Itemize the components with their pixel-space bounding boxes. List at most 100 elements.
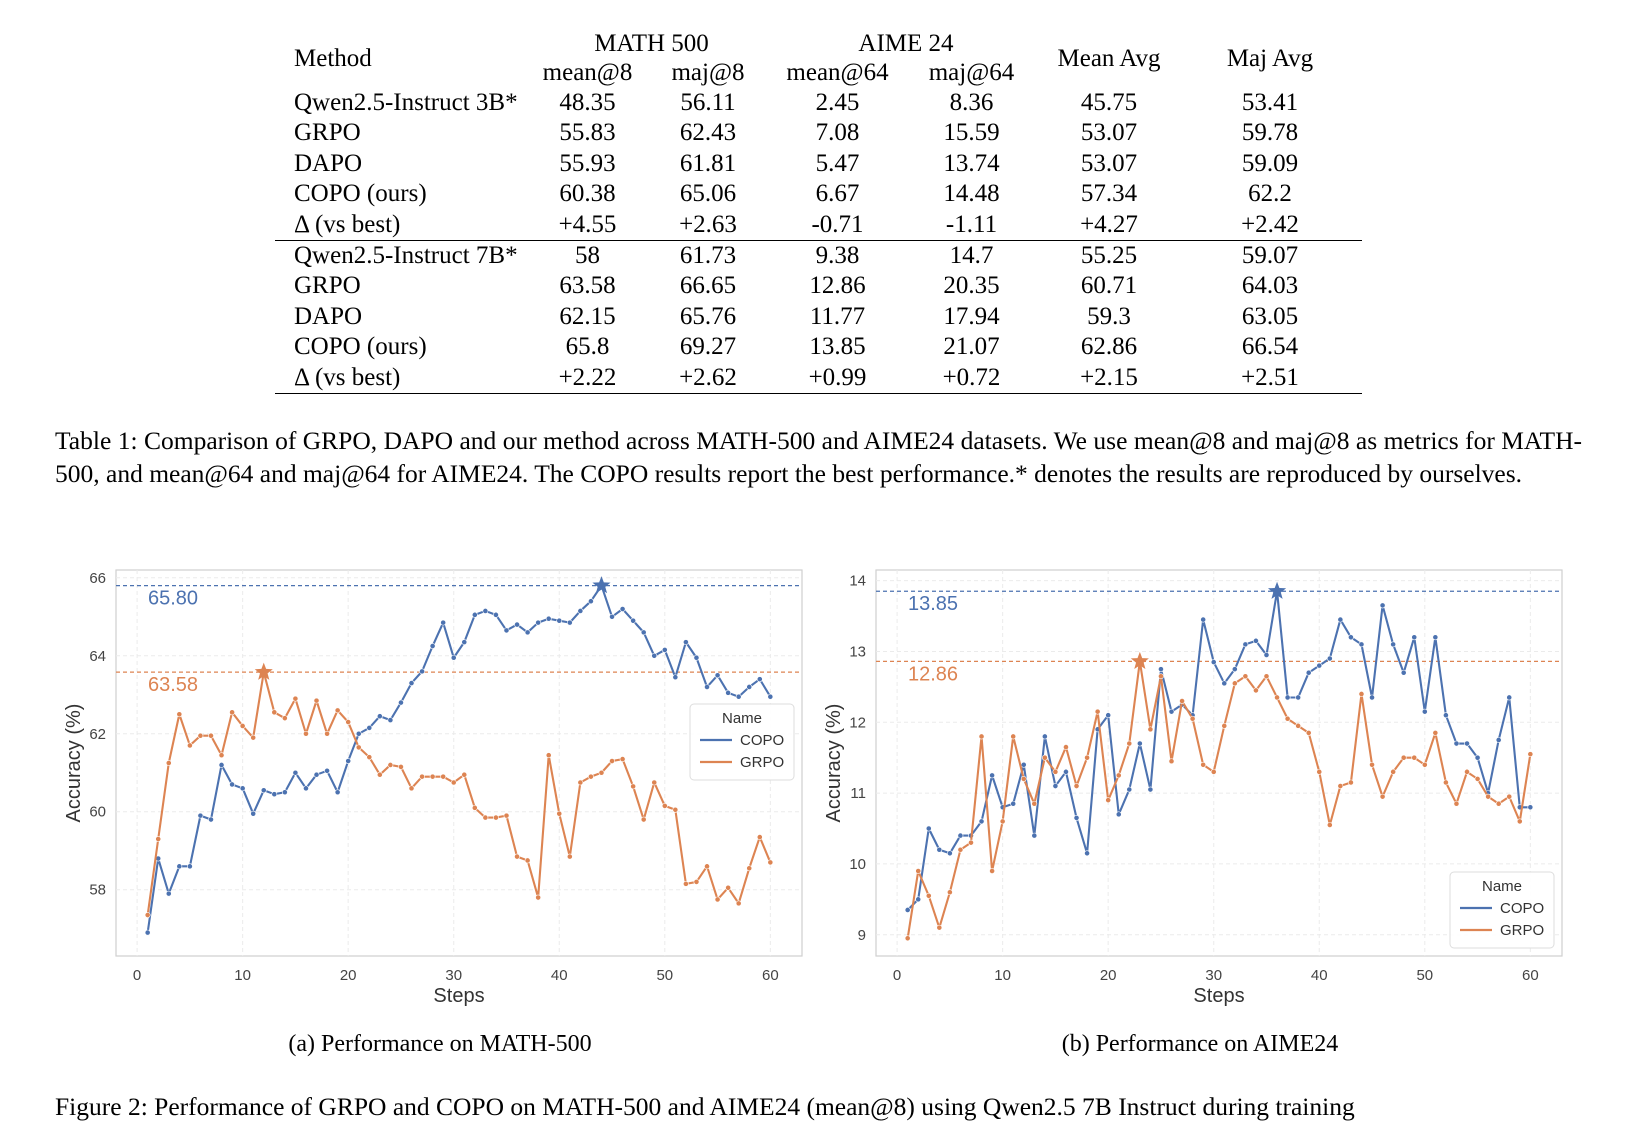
value-cell: 6.67 (815, 180, 860, 208)
data-point-copo (588, 598, 594, 605)
data-point-grpo (408, 785, 415, 792)
data-point-copo (334, 789, 341, 796)
x-axis-label: Steps (433, 985, 484, 1006)
data-point-copo (1073, 814, 1080, 821)
data-point-copo (704, 684, 710, 690)
data-point-copo (366, 725, 373, 731)
data-point-copo (1453, 740, 1460, 747)
data-point-copo (693, 654, 700, 661)
data-point-grpo (1168, 758, 1175, 765)
data-point-grpo (376, 771, 383, 778)
data-point-copo (1400, 669, 1407, 676)
method-cell: Δ (vs best) (275, 362, 531, 395)
data-point-grpo (1115, 772, 1122, 779)
method-cell: Qwen2.5-Instruct 3B* (294, 89, 518, 116)
data-point-copo (609, 613, 615, 620)
data-point-grpo (693, 879, 700, 885)
data-point-copo (1136, 740, 1143, 747)
data-point-grpo (936, 924, 943, 931)
data-point-grpo (324, 730, 330, 737)
data-point-grpo (683, 880, 689, 887)
data-point-copo (672, 674, 679, 681)
data-point-grpo (915, 868, 922, 874)
data-point-copo (260, 787, 267, 794)
data-point-grpo (1253, 687, 1259, 694)
data-point-copo (229, 781, 235, 788)
table-row: COPO (ours) 60.38 65.06 6.67 14.48 57.34 62.2 (275, 179, 1362, 209)
data-point-grpo (250, 734, 257, 741)
data-point-grpo (366, 754, 373, 761)
value-cell: 60.71 (1080, 272, 1138, 300)
header-maj-avg: Maj Avg (1226, 44, 1314, 72)
value-cell: 64.03 (1241, 272, 1299, 300)
data-point-copo (925, 825, 932, 832)
data-point-copo (313, 771, 320, 778)
data-point-copo (915, 896, 922, 903)
data-point-grpo (1516, 818, 1523, 825)
data-point-grpo (176, 711, 183, 718)
value-cell: 62.15 (559, 302, 616, 330)
data-point-copo (450, 654, 457, 661)
data-point-copo (355, 730, 362, 737)
data-point-grpo (1464, 768, 1470, 775)
data-point-grpo (1052, 768, 1059, 775)
value-cell: 66.54 (1241, 333, 1299, 361)
data-point-grpo (1495, 800, 1502, 807)
data-point-copo (756, 676, 763, 683)
data-point-copo (440, 619, 447, 626)
header-mean-avg: Mean Avg (1057, 44, 1161, 72)
data-point-copo (1390, 641, 1397, 648)
value-cell: 62.86 (1080, 333, 1138, 361)
data-point-grpo (1200, 761, 1207, 768)
best-value-label: 12.86 (908, 663, 958, 685)
data-point-grpo (1358, 691, 1365, 697)
plot-area (875, 569, 1563, 957)
data-point-copo (1443, 712, 1449, 719)
value-cell: +2.15 (1040, 362, 1178, 395)
data-point-grpo (1274, 694, 1280, 701)
x-tick-label: 20 (340, 967, 357, 984)
data-point-grpo (208, 732, 214, 739)
data-point-grpo (725, 884, 732, 891)
data-point-copo (1084, 850, 1090, 857)
data-point-copo (471, 611, 478, 618)
data-point-copo (661, 647, 668, 653)
data-point-grpo (1284, 715, 1291, 722)
data-point-copo (524, 629, 531, 636)
best-star-marker (1130, 651, 1149, 670)
value-cell: 65.06 (679, 180, 737, 208)
x-tick-label: 30 (1205, 967, 1222, 984)
data-point-grpo (1010, 733, 1017, 740)
data-point-copo (1052, 783, 1059, 789)
value-cell: 59.3 (1087, 302, 1131, 330)
data-point-copo (545, 615, 552, 622)
series-line-grpo (906, 660, 1532, 939)
data-point-copo (208, 816, 214, 823)
data-point-copo (408, 680, 415, 686)
data-point-copo (1326, 655, 1333, 662)
data-point-grpo (493, 814, 499, 821)
data-point-grpo (1443, 779, 1449, 786)
data-point-grpo (735, 900, 742, 907)
data-point-grpo (165, 760, 172, 766)
x-tick-label: 10 (994, 967, 1011, 984)
value-cell: 69.27 (679, 333, 737, 361)
data-point-copo (1115, 811, 1122, 818)
value-cell: 55.93 (559, 149, 616, 177)
data-point-copo (1263, 652, 1270, 658)
data-point-copo (1379, 602, 1386, 609)
data-point-copo (1210, 659, 1217, 665)
data-point-grpo (1041, 754, 1048, 761)
data-point-grpo (1485, 793, 1492, 800)
data-point-grpo (1073, 783, 1080, 789)
method-cell: Δ (vs best) (294, 210, 401, 238)
value-cell: 61.81 (679, 149, 737, 177)
value-cell: +2.22 (531, 362, 644, 395)
data-point-copo (651, 652, 658, 659)
data-point-copo (1242, 641, 1249, 648)
table-row: Δ (vs best) +2.22 +2.62 +0.99 +0.72 +2.15 +2.5… (275, 362, 1362, 395)
subcaption-math500: (a) Performance on MATH-500 (288, 1031, 592, 1057)
y-tick-label: 64 (89, 648, 106, 665)
data-point-grpo (714, 896, 721, 903)
value-cell: 14.48 (943, 180, 1000, 208)
